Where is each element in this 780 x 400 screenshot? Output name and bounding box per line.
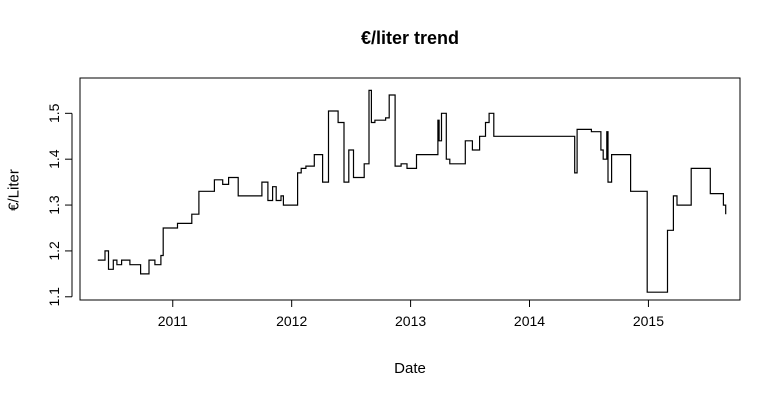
- x-tick-label: 2015: [633, 313, 664, 329]
- x-tick-label: 2012: [276, 313, 307, 329]
- x-axis-label: Date: [394, 360, 426, 377]
- y-tick-label: 1.1: [46, 287, 62, 307]
- plot-frame: [79, 77, 741, 301]
- y-axis: 1.1 1.2 1.3 1.4 1.5: [46, 103, 73, 307]
- price-step-line: [97, 89, 727, 293]
- y-tick-label: 1.3: [46, 195, 62, 215]
- y-tick-label: 1.2: [46, 241, 62, 261]
- chart-title: €/liter trend: [360, 28, 460, 48]
- y-tick-label: 1.4: [46, 149, 62, 169]
- x-tick-label: 2011: [158, 313, 188, 329]
- x-tick-label: 2013: [395, 313, 426, 329]
- x-tick-label: 2014: [514, 313, 545, 329]
- x-axis: 2011 2012 2013 2014 2015: [158, 300, 664, 329]
- y-tick-label: 1.5: [46, 103, 62, 123]
